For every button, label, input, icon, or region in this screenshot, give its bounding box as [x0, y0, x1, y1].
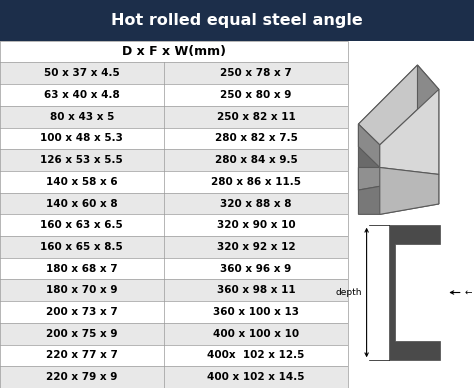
Text: 250 x 80 x 9: 250 x 80 x 9: [220, 90, 292, 100]
Text: Hot rolled equal steel angle: Hot rolled equal steel angle: [111, 13, 363, 28]
Bar: [0, 366, 348, 388]
Text: 280 x 86 x 11.5: 280 x 86 x 11.5: [211, 177, 301, 187]
Polygon shape: [358, 180, 439, 214]
Polygon shape: [358, 124, 380, 168]
Text: ← web: ← web: [465, 288, 474, 297]
Text: 63 x 40 x 4.8: 63 x 40 x 4.8: [44, 90, 120, 100]
Polygon shape: [418, 65, 439, 204]
Polygon shape: [358, 65, 418, 190]
Bar: [0, 149, 348, 171]
Text: 100 x 48 x 5.3: 100 x 48 x 5.3: [40, 133, 123, 144]
Polygon shape: [380, 89, 439, 175]
Text: D x F x W(mm): D x F x W(mm): [122, 45, 226, 58]
Text: 320 x 88 x 8: 320 x 88 x 8: [220, 199, 292, 208]
Text: 400 x 102 x 14.5: 400 x 102 x 14.5: [207, 372, 305, 382]
Polygon shape: [358, 168, 439, 190]
Text: 140 x 58 x 6: 140 x 58 x 6: [46, 177, 118, 187]
Text: 400x  102 x 12.5: 400x 102 x 12.5: [208, 350, 305, 360]
Text: 220 x 79 x 9: 220 x 79 x 9: [46, 372, 118, 382]
Text: 50 x 37 x 4.5: 50 x 37 x 4.5: [44, 68, 120, 78]
Bar: [0, 301, 348, 323]
Bar: [0, 214, 348, 236]
Bar: [0, 258, 348, 279]
Bar: [0, 279, 348, 301]
Text: 320 x 90 x 10: 320 x 90 x 10: [217, 220, 295, 230]
Bar: [0, 41, 348, 62]
Bar: [0, 128, 348, 149]
Text: 160 x 63 x 6.5: 160 x 63 x 6.5: [40, 220, 123, 230]
Text: 360 x 100 x 13: 360 x 100 x 13: [213, 307, 299, 317]
Bar: [0, 84, 348, 106]
Bar: [0, 171, 348, 193]
Text: 140 x 60 x 8: 140 x 60 x 8: [46, 199, 118, 208]
Bar: [0, 106, 348, 128]
Text: 126 x 53 x 5.5: 126 x 53 x 5.5: [40, 155, 123, 165]
Bar: [0, 345, 348, 366]
Text: 400 x 100 x 10: 400 x 100 x 10: [213, 329, 299, 339]
Polygon shape: [380, 168, 439, 214]
Text: depth: depth: [336, 288, 362, 297]
Polygon shape: [389, 225, 440, 360]
Text: 360 x 98 x 11: 360 x 98 x 11: [217, 285, 295, 295]
Text: 250 x 78 x 7: 250 x 78 x 7: [220, 68, 292, 78]
Bar: [0, 323, 348, 345]
Text: 160 x 65 x 8.5: 160 x 65 x 8.5: [40, 242, 123, 252]
Text: 220 x 77 x 7: 220 x 77 x 7: [46, 350, 118, 360]
Text: 180 x 68 x 7: 180 x 68 x 7: [46, 263, 118, 274]
Text: 180 x 70 x 9: 180 x 70 x 9: [46, 285, 118, 295]
Polygon shape: [358, 65, 439, 145]
Bar: [0, 193, 348, 214]
Text: 200 x 73 x 7: 200 x 73 x 7: [46, 307, 118, 317]
Text: 250 x 82 x 11: 250 x 82 x 11: [217, 112, 295, 122]
Bar: [0, 236, 348, 258]
Text: 320 x 92 x 12: 320 x 92 x 12: [217, 242, 295, 252]
Text: 280 x 84 x 9.5: 280 x 84 x 9.5: [215, 155, 298, 165]
Text: 360 x 96 x 9: 360 x 96 x 9: [220, 263, 292, 274]
Text: 80 x 43 x 5: 80 x 43 x 5: [50, 112, 114, 122]
Text: 280 x 82 x 7.5: 280 x 82 x 7.5: [215, 133, 298, 144]
Text: 200 x 75 x 9: 200 x 75 x 9: [46, 329, 118, 339]
Bar: [0, 62, 348, 84]
